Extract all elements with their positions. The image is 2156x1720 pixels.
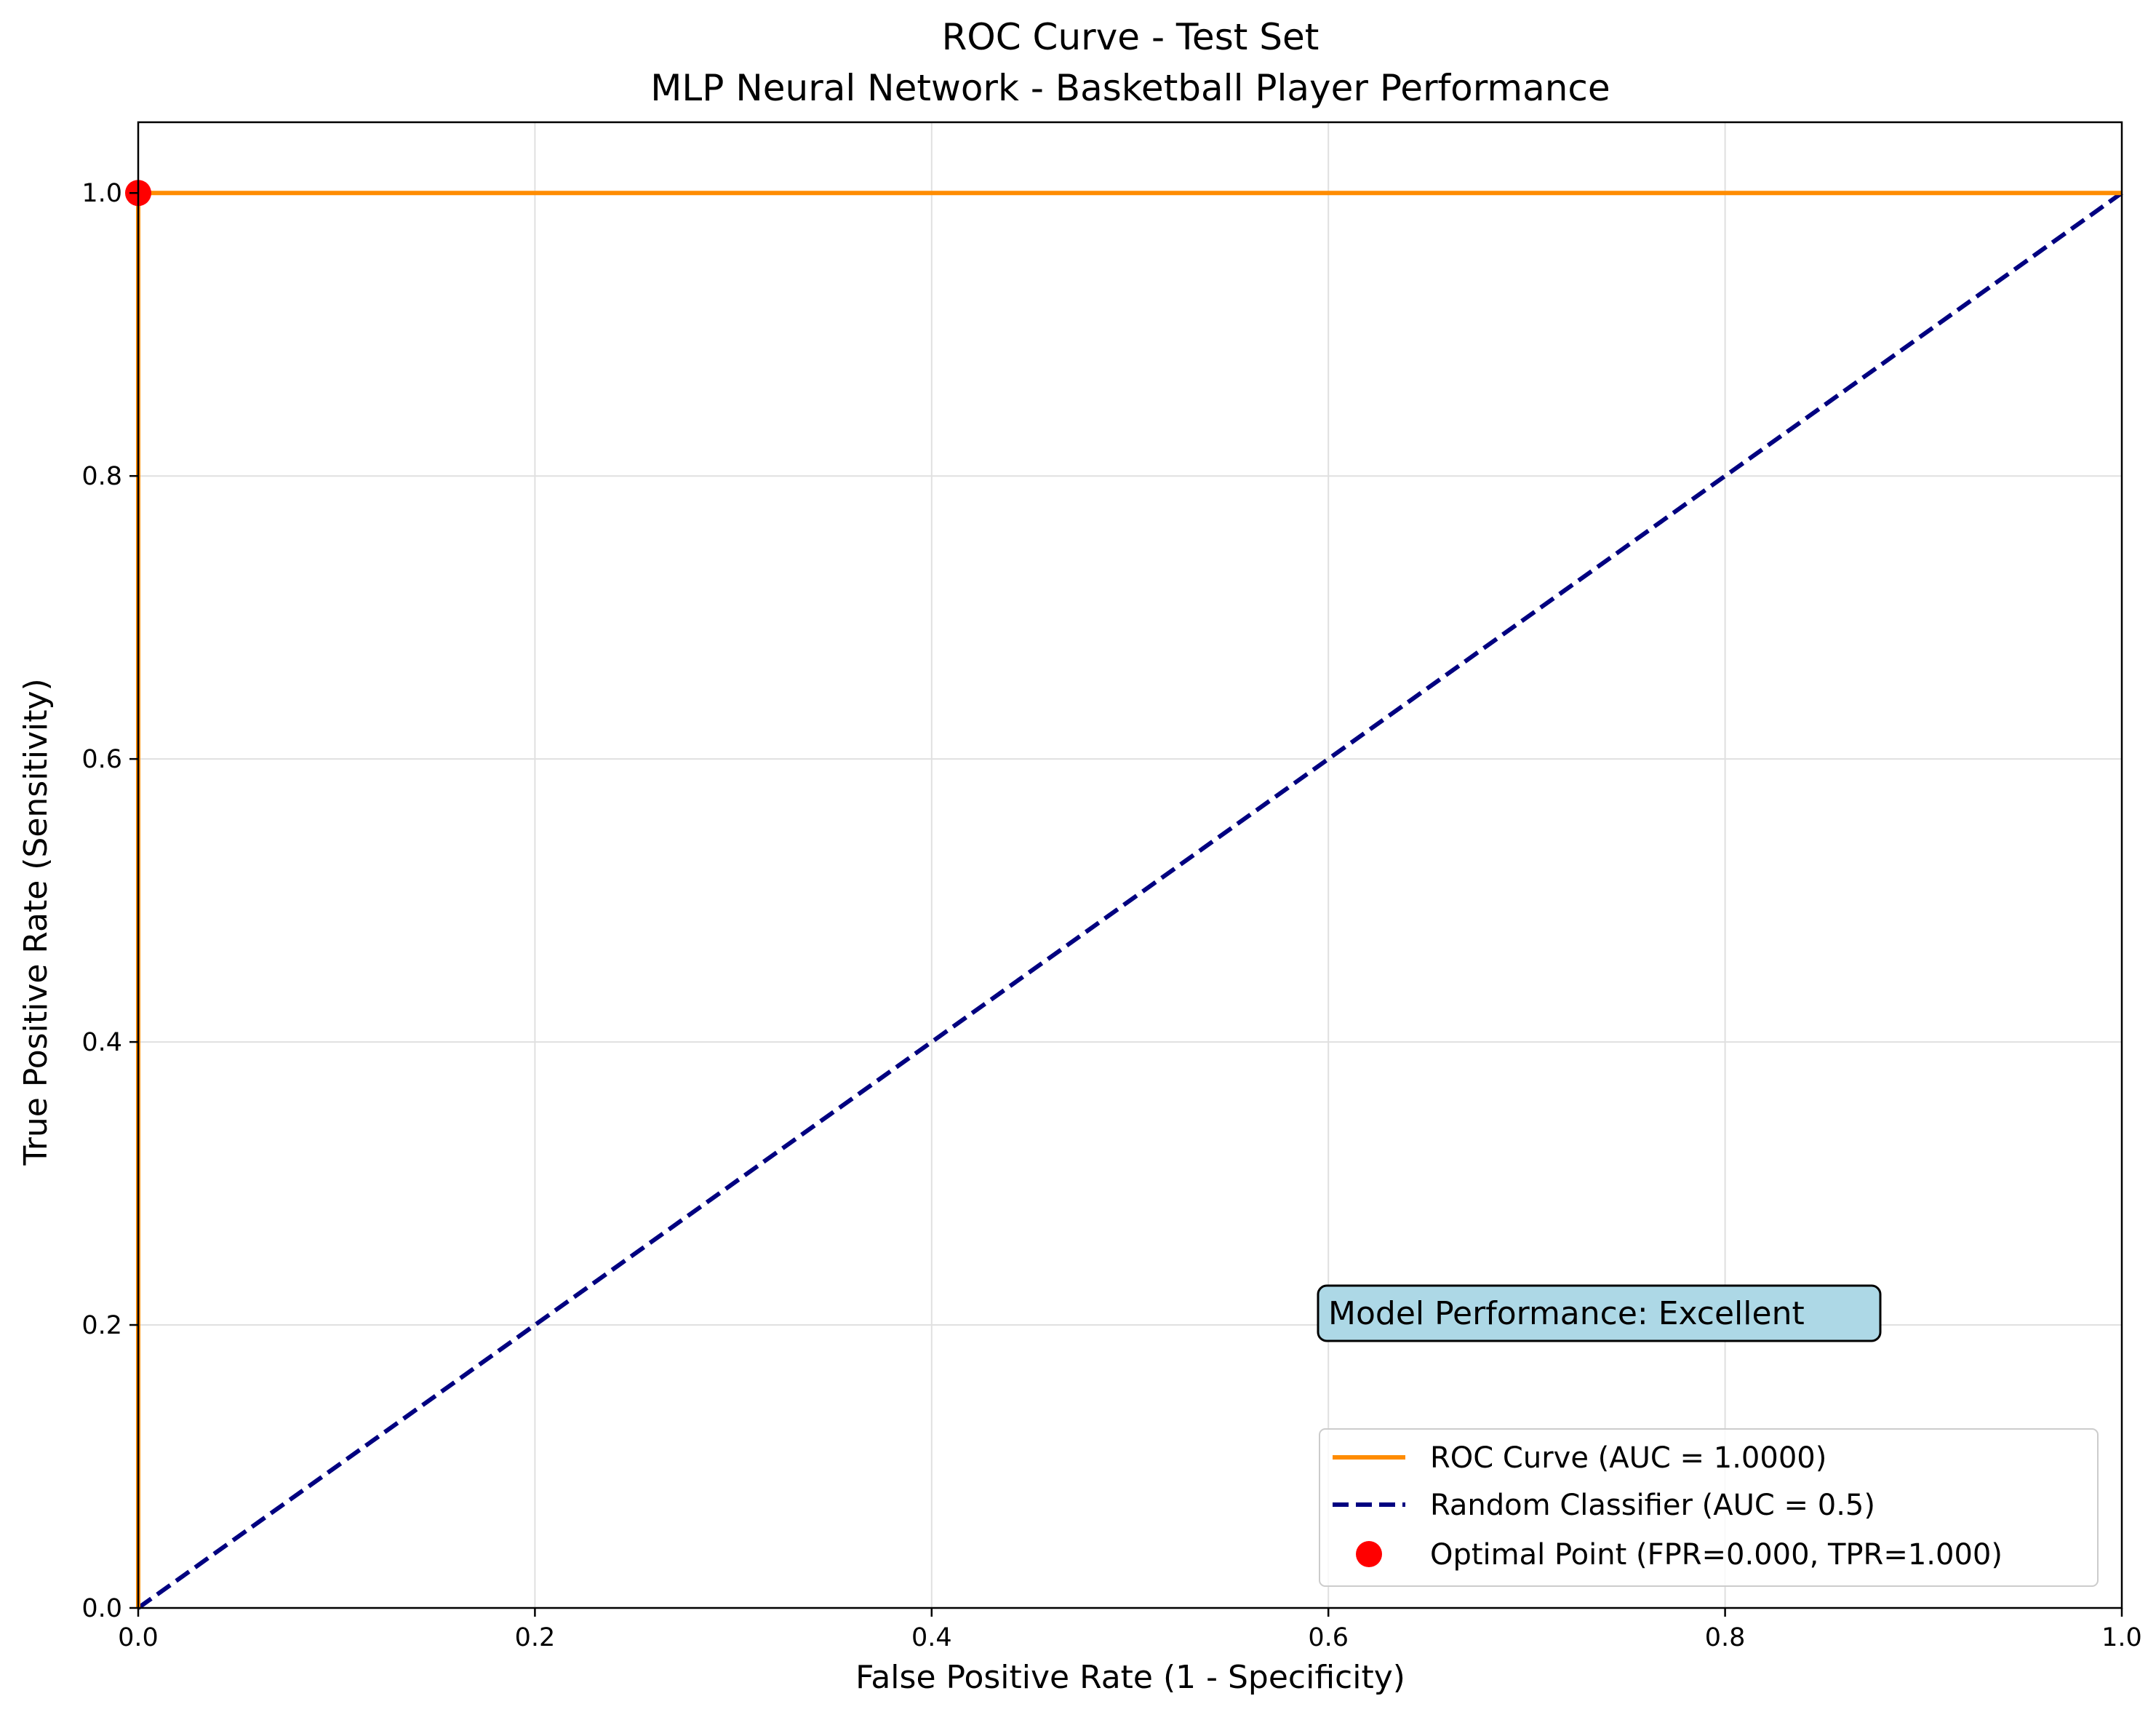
annotation-box (1317, 1284, 1882, 1342)
y-tick-label: 0.6 (81, 745, 122, 774)
x-tick-label: 0.0 (118, 1623, 159, 1652)
chart-title: ROC Curve - Test Set (942, 16, 1319, 58)
y-tick-label: 0.8 (81, 462, 122, 491)
y-axis-label: True Positive Rate (Sensitivity) (17, 678, 55, 1166)
chart-subtitle: MLP Neural Network - Basketball Player P… (650, 67, 1610, 109)
legend-label-random: Random Classifier (AUC = 0.5) (1430, 1489, 1875, 1522)
legend-label-roc: ROC Curve (AUC = 1.0000) (1430, 1441, 1826, 1475)
y-tick-label: 0.4 (81, 1028, 122, 1057)
performance-annotation: Model Performance: Excellent (1317, 1284, 1882, 1342)
legend-box (1319, 1428, 2099, 1587)
x-axis-label: False Positive Rate (1 - Specificity) (855, 1659, 1405, 1696)
grid (137, 122, 2123, 1609)
x-tick-label: 0.2 (515, 1623, 556, 1652)
legend-label-optimal: Optimal Point (FPR=0.000, TPR=1.000) (1430, 1538, 2003, 1572)
legend-swatch-optimal (1356, 1541, 1382, 1567)
x-tick-label: 0.6 (1308, 1623, 1349, 1652)
x-tick-label: 0.4 (911, 1623, 952, 1652)
y-tick-label: 0.0 (81, 1594, 122, 1623)
annotation-text: Model Performance: Excellent (1328, 1295, 1805, 1332)
x-ticks: 0.0 0.2 0.4 0.6 0.8 1.0 (118, 1608, 2142, 1652)
y-tick-label: 0.2 (81, 1311, 122, 1340)
y-ticks: 0.0 0.2 0.4 0.6 0.8 1.0 (81, 179, 138, 1623)
random-classifier-line (137, 191, 2123, 1610)
y-tick-label: 1.0 (81, 179, 122, 208)
legend: ROC Curve (AUC = 1.0000) Random Classifi… (1319, 1428, 2099, 1587)
x-tick-label: 1.0 (2101, 1623, 2142, 1652)
series-layer (125, 180, 2123, 1610)
x-tick-label: 0.8 (1705, 1623, 1746, 1652)
plot-frame (137, 121, 2123, 1609)
